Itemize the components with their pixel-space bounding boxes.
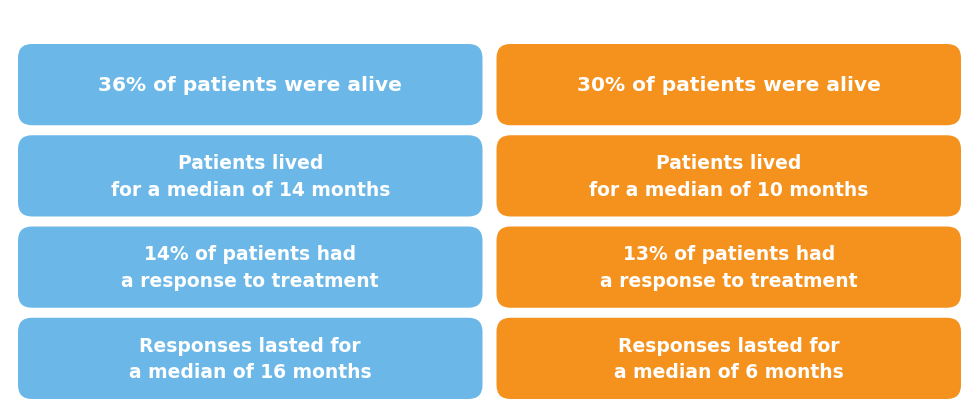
Text: 14% of patients had
a response to treatment: 14% of patients had a response to treatm… (121, 245, 378, 290)
Text: 36% of patients were alive: 36% of patients were alive (98, 76, 402, 95)
Text: Patients lived
for a median of 14 months: Patients lived for a median of 14 months (111, 154, 389, 199)
Text: 13% of patients had
a response to treatment: 13% of patients had a response to treatm… (600, 245, 857, 290)
FancyBboxPatch shape (496, 318, 960, 399)
FancyBboxPatch shape (18, 45, 482, 126)
FancyBboxPatch shape (18, 227, 482, 308)
FancyBboxPatch shape (496, 227, 960, 308)
FancyBboxPatch shape (496, 45, 960, 126)
Text: 30% of patients were alive: 30% of patients were alive (576, 76, 880, 95)
FancyBboxPatch shape (496, 136, 960, 217)
Text: Responses lasted for
a median of 16 months: Responses lasted for a median of 16 mont… (129, 336, 372, 381)
FancyBboxPatch shape (18, 136, 482, 217)
Text: Responses lasted for
a median of 6 months: Responses lasted for a median of 6 month… (613, 336, 843, 381)
FancyBboxPatch shape (18, 318, 482, 399)
Text: Patients lived
for a median of 10 months: Patients lived for a median of 10 months (589, 154, 867, 199)
